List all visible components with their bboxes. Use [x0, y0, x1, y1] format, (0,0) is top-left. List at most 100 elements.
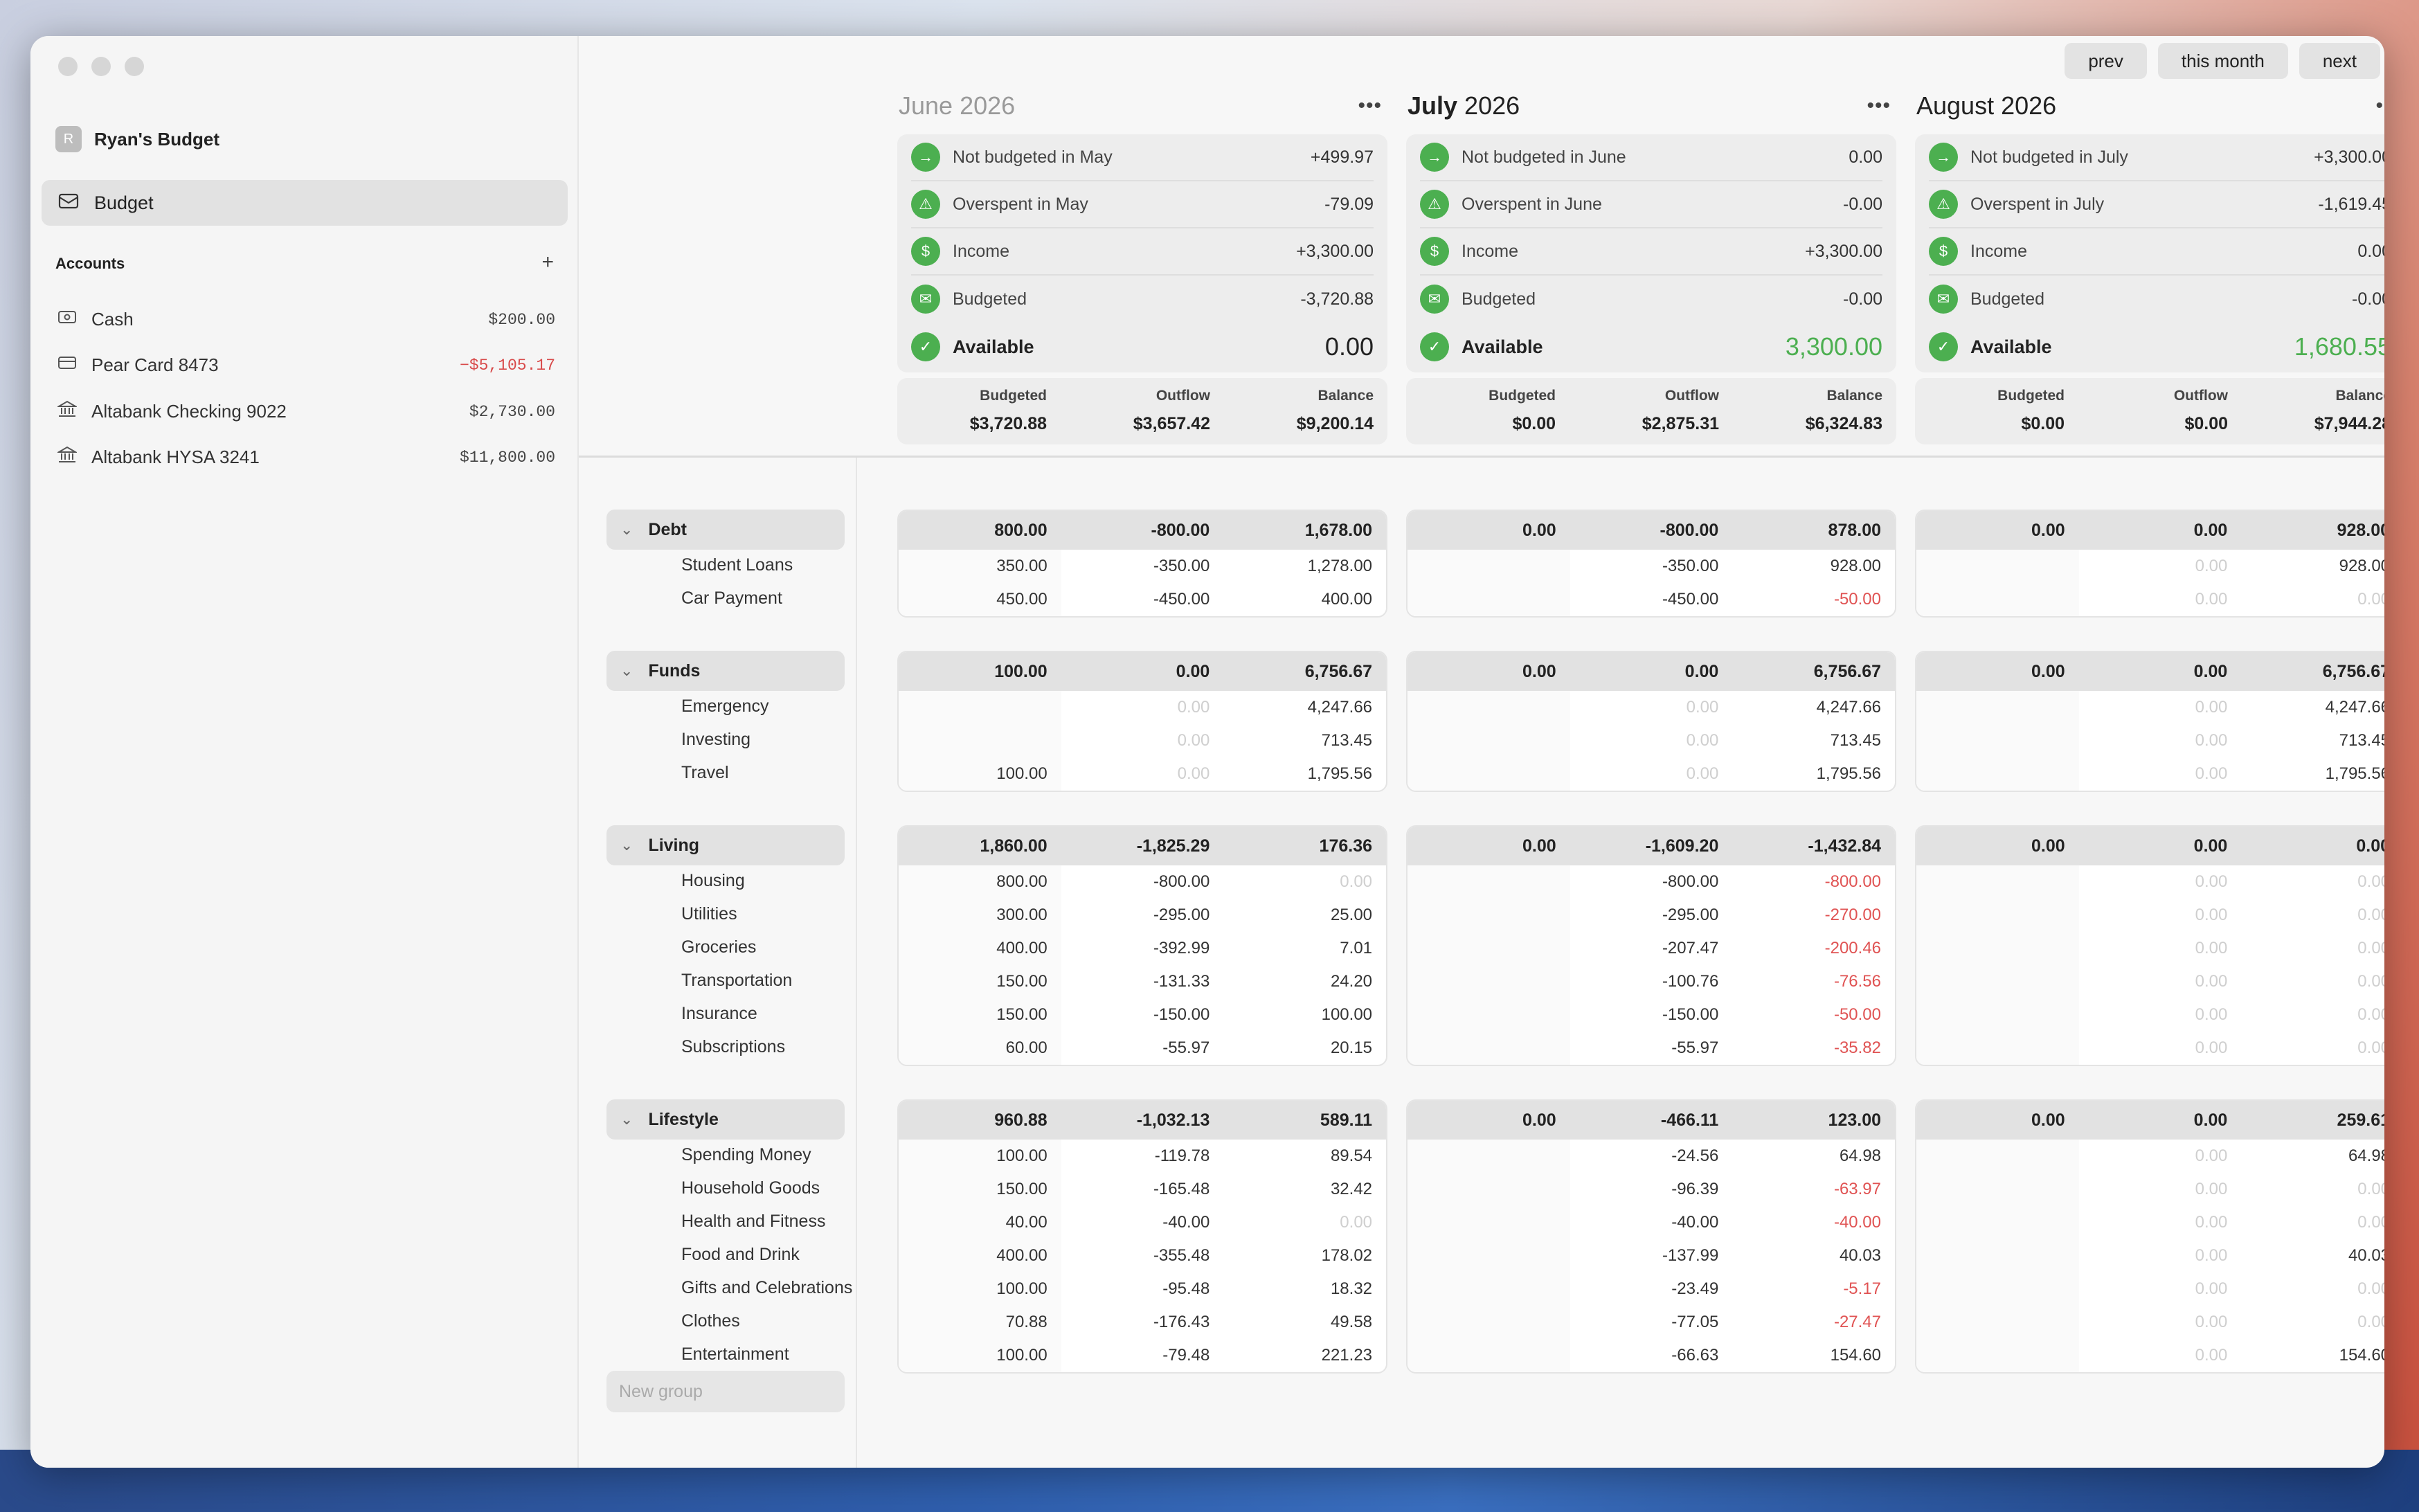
category-name[interactable]: Utilities [681, 904, 737, 924]
category-name[interactable]: Gifts and Celebrations [681, 1278, 853, 1297]
prev-month-button[interactable]: prev [2065, 43, 2147, 79]
category-name[interactable]: Spending Money [681, 1145, 811, 1164]
budgeted-input[interactable]: 400.00 [899, 932, 1061, 965]
category-name[interactable]: Travel [681, 763, 729, 782]
budgeted-input[interactable] [899, 724, 1061, 757]
budgeted-input[interactable] [1408, 1173, 1570, 1206]
budgeted-input[interactable] [1408, 932, 1570, 965]
next-month-button[interactable]: next [2299, 43, 2380, 79]
account-item[interactable]: Altabank Checking 9022 $2,730.00 [55, 400, 555, 423]
category-name[interactable]: Entertainment [681, 1344, 789, 1364]
more-options-icon[interactable]: ••• [2375, 94, 2384, 117]
budgeted-input[interactable] [1408, 757, 1570, 791]
budgeted-input[interactable] [1916, 1239, 2079, 1272]
more-options-icon[interactable]: ••• [1867, 94, 1891, 117]
budgeted-input[interactable] [1408, 583, 1570, 616]
category-name[interactable]: Household Goods [681, 1178, 820, 1198]
budgeted-input[interactable] [1916, 1173, 2079, 1206]
budgeted-input[interactable]: 450.00 [899, 583, 1061, 616]
budgeted-input[interactable]: 150.00 [899, 1173, 1061, 1206]
more-options-icon[interactable]: ••• [1358, 94, 1382, 117]
category-name[interactable]: Health and Fitness [681, 1212, 826, 1231]
budgeted-input[interactable] [1916, 1140, 2079, 1173]
budgeted-input[interactable]: 100.00 [899, 757, 1061, 791]
budgeted-input[interactable] [1916, 550, 2079, 583]
budgeted-input[interactable] [1408, 965, 1570, 998]
budget-switcher[interactable]: R Ryan's Budget [55, 126, 219, 152]
summary-label: Budgeted [953, 289, 1027, 309]
category-name[interactable]: Food and Drink [681, 1245, 800, 1264]
table-row: 0.00 713.45 [1916, 724, 2384, 757]
budgeted-input[interactable] [1408, 1239, 1570, 1272]
group-toggle[interactable]: ⌄ Funds [606, 651, 845, 691]
group-toggle[interactable]: ⌄ Debt [606, 510, 845, 550]
budgeted-input[interactable] [1408, 1339, 1570, 1372]
budgeted-input[interactable]: 800.00 [899, 865, 1061, 899]
outflow-cell: -77.05 [1671, 1313, 1719, 1331]
month-title: July 2026 [1408, 91, 1520, 120]
add-account-button[interactable]: + [541, 251, 554, 273]
budgeted-input[interactable]: 100.00 [899, 1140, 1061, 1173]
budgeted-input[interactable]: 100.00 [899, 1272, 1061, 1306]
budgeted-input[interactable] [1916, 583, 2079, 616]
budgeted-input[interactable]: 70.88 [899, 1306, 1061, 1339]
category-name[interactable]: Insurance [681, 1004, 757, 1023]
minimize-window-button[interactable] [91, 57, 111, 76]
category-name[interactable]: Emergency [681, 696, 769, 716]
budgeted-input[interactable] [1408, 1032, 1570, 1065]
budgeted-input[interactable] [1916, 965, 2079, 998]
budgeted-input[interactable]: 150.00 [899, 965, 1061, 998]
budgeted-input[interactable] [1916, 1339, 2079, 1372]
budgeted-input[interactable]: 40.00 [899, 1206, 1061, 1239]
budgeted-input[interactable] [899, 691, 1061, 724]
budgeted-input[interactable]: 300.00 [899, 899, 1061, 932]
category-name[interactable]: Transportation [681, 971, 793, 990]
table-row: 0.00 4,247.66 [1916, 691, 2384, 724]
budgeted-input[interactable]: 150.00 [899, 998, 1061, 1032]
account-item[interactable]: Pear Card 8473 −$5,105.17 [55, 354, 555, 376]
table-row: 0.00 0.00 [1916, 965, 2384, 998]
group-toggle[interactable]: ⌄ Lifestyle [606, 1099, 845, 1140]
budgeted-input[interactable] [1916, 1306, 2079, 1339]
new-group-input[interactable]: New group [606, 1371, 845, 1412]
sidebar-item-budget[interactable]: Budget [42, 180, 568, 226]
budgeted-input[interactable] [1408, 998, 1570, 1032]
budgeted-input[interactable] [1916, 724, 2079, 757]
category-name[interactable]: Clothes [681, 1311, 740, 1331]
budgeted-input[interactable] [1916, 865, 2079, 899]
budgeted-input[interactable] [1916, 1272, 2079, 1306]
account-item[interactable]: Altabank HYSA 3241 $11,800.00 [55, 446, 555, 469]
zoom-window-button[interactable] [125, 57, 144, 76]
budgeted-input[interactable]: 350.00 [899, 550, 1061, 583]
budgeted-input[interactable] [1916, 1206, 2079, 1239]
category-name[interactable]: Groceries [681, 937, 757, 957]
category-name[interactable]: Subscriptions [681, 1037, 786, 1056]
budgeted-input[interactable] [1916, 998, 2079, 1032]
close-window-button[interactable] [58, 57, 78, 76]
budgeted-input[interactable] [1408, 1272, 1570, 1306]
budgeted-input[interactable]: 400.00 [899, 1239, 1061, 1272]
budgeted-input[interactable] [1408, 724, 1570, 757]
outflow-cell: -392.99 [1153, 939, 1210, 957]
budgeted-input[interactable] [1916, 691, 2079, 724]
budgeted-input[interactable] [1408, 1206, 1570, 1239]
budgeted-input[interactable] [1408, 1140, 1570, 1173]
this-month-button[interactable]: this month [2157, 43, 2288, 79]
budgeted-input[interactable] [1408, 550, 1570, 583]
budgeted-input[interactable]: 60.00 [899, 1032, 1061, 1065]
budgeted-input[interactable] [1916, 1032, 2079, 1065]
category-name[interactable]: Car Payment [681, 588, 782, 608]
category-name[interactable]: Investing [681, 730, 751, 749]
group-toggle[interactable]: ⌄ Living [606, 825, 845, 865]
budgeted-input[interactable] [1408, 1306, 1570, 1339]
budgeted-input[interactable] [1408, 899, 1570, 932]
budgeted-input[interactable] [1916, 932, 2079, 965]
account-item[interactable]: Cash $200.00 [55, 309, 555, 330]
category-name[interactable]: Student Loans [681, 555, 793, 575]
budgeted-input[interactable] [1408, 865, 1570, 899]
budgeted-input[interactable] [1916, 899, 2079, 932]
category-name[interactable]: Housing [681, 871, 745, 890]
budgeted-input[interactable] [1408, 691, 1570, 724]
budgeted-input[interactable] [1916, 757, 2079, 791]
budgeted-input[interactable]: 100.00 [899, 1339, 1061, 1372]
